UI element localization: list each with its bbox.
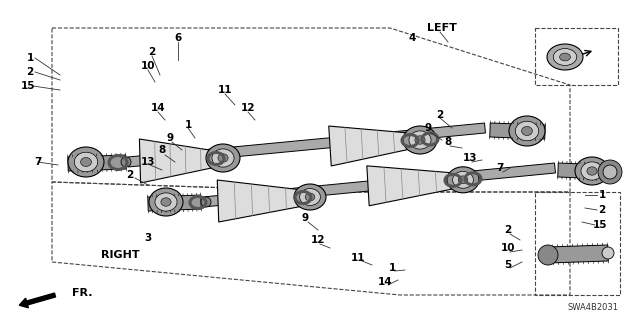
Text: 14: 14	[150, 103, 165, 113]
Ellipse shape	[212, 149, 234, 167]
Text: RIGHT: RIGHT	[100, 250, 140, 260]
Text: 15: 15	[20, 81, 35, 91]
Ellipse shape	[161, 198, 171, 206]
Ellipse shape	[206, 144, 240, 172]
Ellipse shape	[74, 152, 98, 172]
Text: 2: 2	[436, 110, 444, 120]
Ellipse shape	[559, 53, 570, 61]
Ellipse shape	[547, 44, 583, 70]
Polygon shape	[140, 139, 216, 183]
Circle shape	[121, 157, 131, 167]
Text: 11: 11	[351, 253, 365, 263]
Circle shape	[538, 245, 558, 265]
Text: SWA4B2031: SWA4B2031	[567, 303, 618, 313]
Ellipse shape	[447, 167, 479, 193]
Polygon shape	[148, 195, 201, 211]
Text: 1: 1	[26, 53, 34, 63]
Ellipse shape	[409, 131, 431, 149]
Ellipse shape	[218, 154, 228, 162]
Ellipse shape	[522, 127, 532, 136]
Polygon shape	[548, 245, 608, 263]
Ellipse shape	[294, 184, 326, 210]
Text: 7: 7	[35, 157, 42, 167]
Text: 2: 2	[126, 170, 134, 180]
Ellipse shape	[81, 158, 92, 167]
Text: 13: 13	[141, 157, 156, 167]
Ellipse shape	[300, 189, 321, 205]
Polygon shape	[202, 163, 556, 207]
Ellipse shape	[155, 193, 177, 211]
Ellipse shape	[458, 176, 468, 184]
Text: 9: 9	[424, 123, 431, 133]
Text: 11: 11	[218, 85, 232, 95]
Text: 3: 3	[145, 233, 152, 243]
Text: 1: 1	[598, 190, 605, 200]
Text: 2: 2	[148, 47, 156, 57]
Text: FR.: FR.	[72, 288, 93, 298]
Text: 14: 14	[378, 277, 392, 287]
Text: 10: 10	[141, 61, 156, 71]
Ellipse shape	[452, 171, 474, 188]
Ellipse shape	[305, 193, 315, 201]
Text: LEFT: LEFT	[427, 23, 457, 33]
Text: 8: 8	[444, 137, 452, 147]
Polygon shape	[329, 126, 410, 166]
Circle shape	[602, 247, 614, 259]
Ellipse shape	[581, 162, 603, 180]
Polygon shape	[127, 123, 486, 167]
Text: 1: 1	[184, 120, 191, 130]
Text: 9: 9	[166, 133, 173, 143]
Text: 2: 2	[598, 205, 605, 215]
Text: 7: 7	[496, 163, 504, 173]
Text: 1: 1	[388, 263, 396, 273]
FancyArrow shape	[19, 293, 56, 308]
Text: 2: 2	[26, 67, 34, 77]
Text: 8: 8	[158, 145, 166, 155]
Polygon shape	[490, 123, 545, 139]
Ellipse shape	[575, 157, 609, 185]
Text: 6: 6	[174, 33, 182, 43]
Text: 15: 15	[593, 220, 607, 230]
Ellipse shape	[509, 116, 545, 146]
Circle shape	[598, 160, 622, 184]
Text: 2: 2	[504, 225, 511, 235]
Ellipse shape	[149, 188, 183, 216]
Text: 10: 10	[500, 243, 515, 253]
Ellipse shape	[415, 136, 425, 144]
Text: 9: 9	[301, 213, 308, 223]
Polygon shape	[367, 166, 454, 206]
Text: 12: 12	[311, 235, 325, 245]
Ellipse shape	[68, 147, 104, 177]
Polygon shape	[217, 180, 303, 222]
Text: 12: 12	[241, 103, 255, 113]
Ellipse shape	[515, 121, 539, 141]
Polygon shape	[68, 155, 126, 171]
Text: 5: 5	[504, 260, 511, 270]
Text: 13: 13	[463, 153, 477, 163]
Ellipse shape	[403, 126, 437, 154]
Text: 4: 4	[408, 33, 416, 43]
Circle shape	[201, 197, 211, 207]
Circle shape	[603, 165, 617, 179]
Ellipse shape	[554, 48, 577, 65]
Polygon shape	[557, 163, 611, 179]
Ellipse shape	[587, 167, 597, 175]
